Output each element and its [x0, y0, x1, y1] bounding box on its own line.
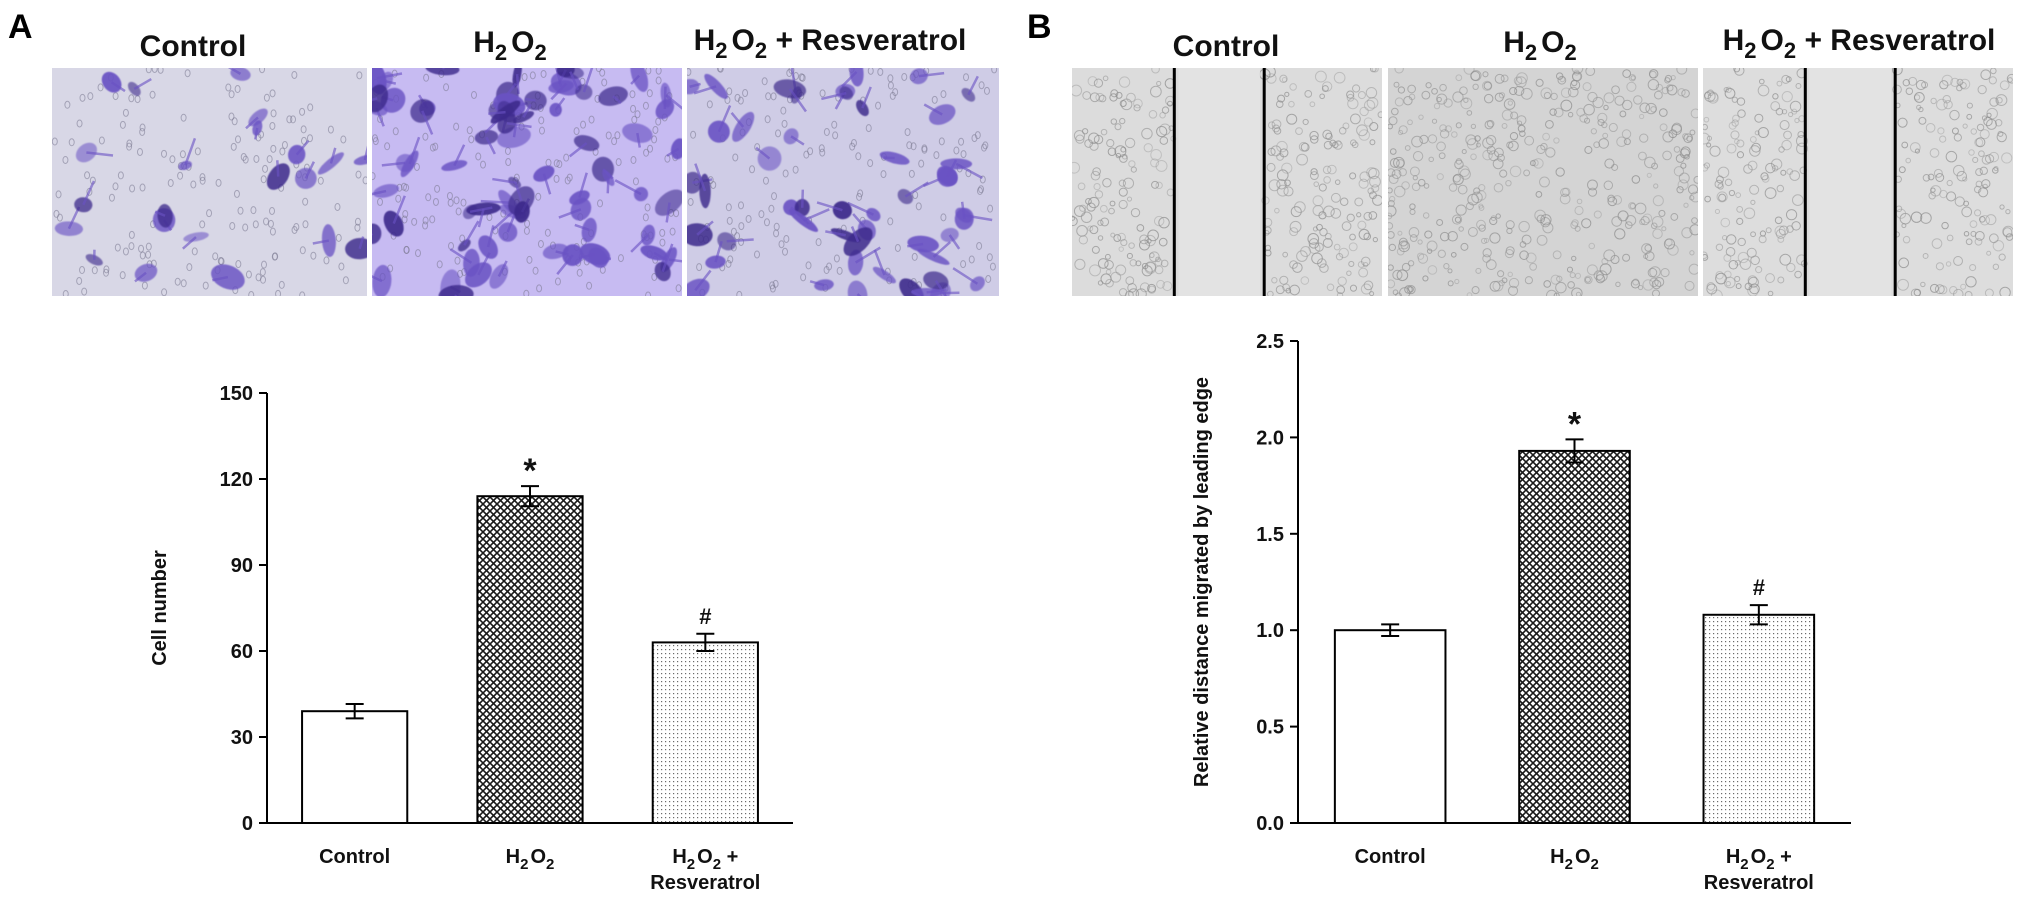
- panel-a-image-label-control: Control: [140, 30, 247, 63]
- chart-b-bar-1: [1519, 451, 1630, 823]
- chart-a-significance-1: *: [523, 452, 537, 490]
- micrograph-b-0: [1069, 65, 1384, 299]
- micrograph-row: [52, 55, 2016, 311]
- chart-b-ytick-label: 2.0: [1256, 427, 1284, 449]
- chart-a-ytick-label: 120: [220, 469, 253, 491]
- chart-a-bar-2: [653, 642, 758, 823]
- panel-letter-a: A: [8, 8, 33, 46]
- chart-b-ytick-label: 0.0: [1256, 813, 1284, 835]
- chart-b-ytick-label: 2.5: [1256, 331, 1284, 353]
- chart-a-xtick-label-line2-2: Resveratrol: [650, 872, 760, 894]
- chart-a-ytick-label: 60: [231, 641, 253, 663]
- chart-a-ytick-label: 0: [242, 813, 253, 835]
- chart-a-ytick-label: 90: [231, 555, 253, 577]
- chart-b-bar-2: [1704, 615, 1815, 823]
- chart-b-ytick-label: 1.0: [1256, 620, 1284, 642]
- chart-b-xtick-label-line2-2: Resveratrol: [1704, 872, 1814, 894]
- micrograph-a-2: [677, 57, 999, 310]
- chart-a-bar-1: [477, 496, 582, 823]
- chart-b-xtick-label-0: Control: [1355, 846, 1426, 868]
- chart-a-ylabel: Cell number: [149, 550, 171, 666]
- panel-b-image-label-control: Control: [1173, 30, 1280, 63]
- panel-letter-b: B: [1027, 8, 1052, 46]
- chart-a-bar-0: [302, 711, 407, 823]
- chart-a-xtick-label-0: Control: [319, 846, 390, 868]
- chart-b-ytick-label: 0.5: [1256, 717, 1284, 739]
- chart-a-ytick-label: 30: [231, 727, 253, 749]
- chart-b-ytick-label: 1.5: [1256, 524, 1284, 546]
- chart-b-significance-2: #: [1753, 575, 1765, 600]
- chart-a-ytick-label: 150: [220, 383, 253, 405]
- chart-b-bar-0: [1335, 630, 1446, 823]
- micrograph-a-1: [351, 55, 692, 311]
- chart-b-relative-distance: 0.0 0.5 1.0 1.5 2.0 2.5 Relative distance migr…: [1191, 331, 1851, 894]
- chart-b-significance-1: *: [1568, 405, 1582, 443]
- micrograph-b-2: [1699, 65, 2016, 301]
- micrograph-b-1: [1386, 63, 1701, 301]
- micrograph-a-0: [52, 59, 377, 299]
- chart-b-ylabel: Relative distance migrated by leading ed…: [1191, 377, 1213, 787]
- chart-a-significance-2: #: [699, 604, 711, 629]
